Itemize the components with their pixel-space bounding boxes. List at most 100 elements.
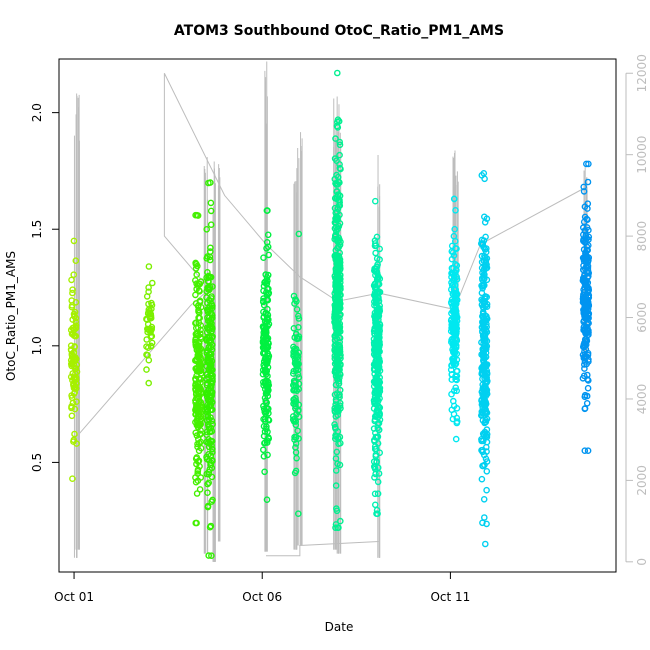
data-point bbox=[208, 442, 215, 449]
data-point bbox=[291, 433, 298, 441]
data-point bbox=[194, 394, 202, 402]
data-point bbox=[70, 382, 77, 390]
data-point bbox=[206, 334, 213, 342]
data-point bbox=[193, 416, 201, 424]
series-cluster bbox=[370, 197, 384, 518]
data-point bbox=[204, 284, 212, 291]
data-point bbox=[451, 225, 459, 233]
data-point bbox=[335, 243, 342, 250]
data-point bbox=[260, 405, 268, 413]
data-point bbox=[261, 355, 269, 363]
data-point bbox=[295, 230, 303, 238]
data-point bbox=[192, 319, 199, 327]
data-point bbox=[585, 269, 593, 277]
data-point bbox=[143, 325, 151, 333]
data-point bbox=[295, 335, 302, 342]
data-point bbox=[264, 428, 271, 436]
data-point bbox=[371, 197, 379, 205]
data-point bbox=[334, 116, 342, 123]
data-point bbox=[483, 370, 491, 378]
data-point bbox=[580, 183, 588, 191]
data-point bbox=[333, 303, 340, 311]
data-point bbox=[292, 421, 300, 429]
data-point bbox=[70, 237, 78, 245]
data-point bbox=[332, 482, 340, 489]
data-point bbox=[207, 438, 215, 445]
series-cluster bbox=[289, 230, 303, 518]
data-point bbox=[264, 451, 271, 459]
data-point bbox=[582, 341, 590, 349]
data-point bbox=[192, 385, 199, 393]
data-point bbox=[371, 490, 379, 498]
data-point bbox=[68, 276, 75, 284]
data-point bbox=[336, 402, 344, 410]
data-point bbox=[145, 379, 152, 387]
data-point bbox=[478, 437, 485, 445]
data-point bbox=[193, 402, 201, 409]
data-point bbox=[261, 439, 269, 447]
data-point bbox=[332, 413, 340, 420]
data-point bbox=[581, 361, 588, 368]
data-point bbox=[192, 341, 199, 348]
data-point bbox=[204, 354, 212, 362]
data-point bbox=[192, 291, 199, 299]
data-point bbox=[375, 470, 383, 477]
data-point bbox=[336, 138, 344, 146]
data-point bbox=[192, 259, 199, 267]
data-point bbox=[193, 490, 201, 497]
data-point bbox=[581, 365, 588, 372]
data-point bbox=[480, 495, 488, 503]
data-point bbox=[291, 334, 299, 341]
data-point bbox=[196, 359, 204, 366]
data-point bbox=[192, 455, 200, 463]
data-point bbox=[208, 456, 216, 464]
data-point bbox=[336, 282, 343, 289]
data-point bbox=[193, 330, 201, 338]
data-point bbox=[197, 438, 204, 446]
data-point bbox=[373, 353, 381, 360]
y-axis-right: 0 2000 4000 6000 8000 10000 12000 bbox=[625, 54, 649, 566]
data-point bbox=[336, 461, 344, 469]
data-point bbox=[145, 263, 153, 270]
y-tick-label: 1.5 bbox=[30, 220, 44, 239]
data-point bbox=[584, 279, 592, 287]
data-point bbox=[332, 135, 339, 142]
data-point bbox=[334, 524, 342, 532]
data-point bbox=[333, 69, 341, 77]
data-point bbox=[332, 232, 339, 239]
data-point bbox=[581, 203, 589, 210]
data-point bbox=[375, 385, 383, 393]
data-point bbox=[584, 371, 591, 379]
data-point bbox=[371, 280, 379, 288]
data-point bbox=[483, 520, 490, 528]
data-point bbox=[208, 295, 215, 302]
data-point bbox=[333, 345, 341, 353]
data-point bbox=[585, 160, 592, 168]
data-point bbox=[336, 151, 343, 159]
data-point bbox=[206, 523, 214, 531]
data-point bbox=[197, 379, 204, 386]
data-point bbox=[479, 448, 486, 456]
data-point bbox=[480, 325, 487, 333]
data-point bbox=[478, 475, 486, 483]
data-point bbox=[206, 428, 213, 436]
data-point bbox=[479, 276, 486, 284]
data-point bbox=[376, 395, 383, 402]
data-point bbox=[208, 448, 216, 456]
data-point bbox=[334, 205, 342, 212]
data-point bbox=[584, 384, 592, 392]
data-point bbox=[259, 298, 267, 306]
data-point bbox=[264, 207, 271, 214]
data-point bbox=[204, 390, 211, 398]
data-point bbox=[483, 261, 490, 269]
data-point bbox=[196, 430, 204, 438]
data-point bbox=[291, 398, 299, 406]
data-point bbox=[192, 211, 199, 219]
data-point bbox=[480, 514, 488, 521]
data-point bbox=[452, 435, 460, 443]
x-tick-label: Oct 01 bbox=[54, 590, 94, 604]
data-point bbox=[448, 390, 455, 398]
data-point bbox=[336, 192, 344, 200]
data-point bbox=[261, 317, 269, 325]
data-point bbox=[69, 286, 76, 294]
